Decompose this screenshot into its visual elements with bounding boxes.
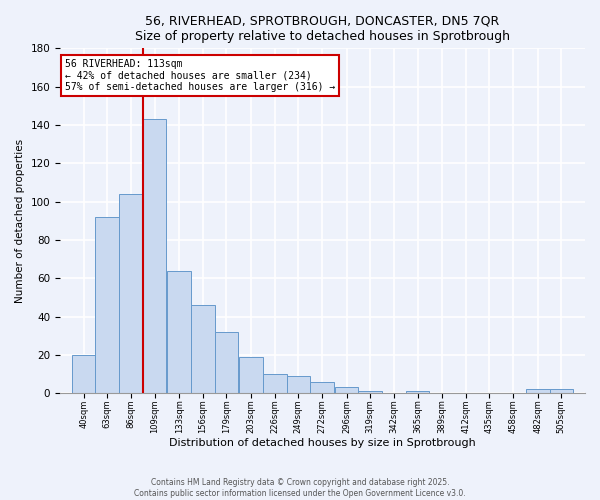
Bar	[287, 376, 310, 393]
Bar	[263, 374, 287, 393]
Bar	[215, 332, 238, 393]
X-axis label: Distribution of detached houses by size in Sprotbrough: Distribution of detached houses by size …	[169, 438, 476, 448]
Bar	[167, 270, 191, 393]
Text: Contains HM Land Registry data © Crown copyright and database right 2025.
Contai: Contains HM Land Registry data © Crown c…	[134, 478, 466, 498]
Bar	[239, 357, 263, 393]
Bar	[335, 388, 358, 393]
Text: 56 RIVERHEAD: 113sqm
← 42% of detached houses are smaller (234)
57% of semi-deta: 56 RIVERHEAD: 113sqm ← 42% of detached h…	[65, 58, 335, 92]
Y-axis label: Number of detached properties: Number of detached properties	[15, 138, 25, 303]
Bar	[358, 392, 382, 393]
Title: 56, RIVERHEAD, SPROTBROUGH, DONCASTER, DN5 7QR
Size of property relative to deta: 56, RIVERHEAD, SPROTBROUGH, DONCASTER, D…	[135, 15, 510, 43]
Bar	[72, 355, 95, 393]
Bar	[95, 217, 119, 393]
Bar	[143, 119, 166, 393]
Bar	[310, 382, 334, 393]
Bar	[526, 390, 550, 393]
Bar	[406, 392, 430, 393]
Bar	[550, 390, 573, 393]
Bar	[191, 305, 215, 393]
Bar	[119, 194, 143, 393]
